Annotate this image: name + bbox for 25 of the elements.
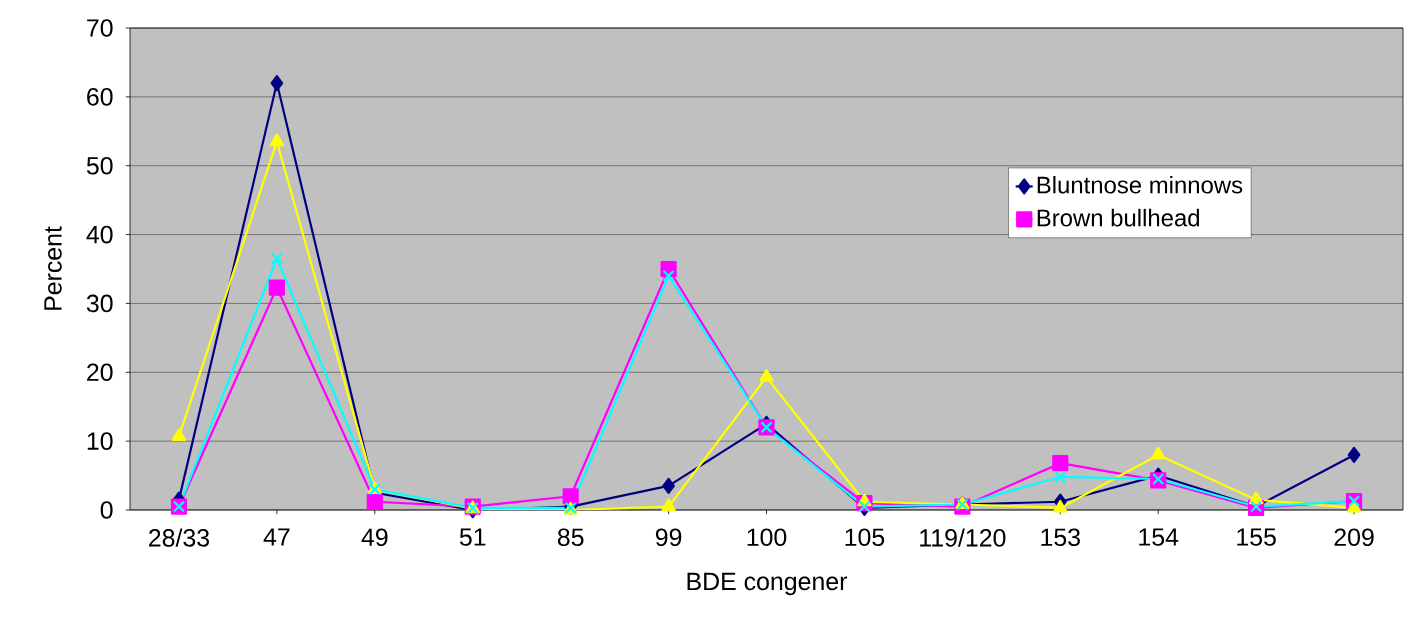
x-tick-label: 155 <box>1237 528 1276 546</box>
x-tick-label: 105 <box>845 528 885 547</box>
x-tick-label: 28/33 <box>149 528 210 547</box>
y-tick-label: 10 <box>87 432 113 450</box>
legend-label: Bluntnose minnows <box>1037 175 1243 194</box>
x-tick-label: 51 <box>459 528 486 546</box>
x-tick-label: 85 <box>557 528 584 547</box>
y-axis-title: Percent <box>44 226 62 310</box>
y-tick-label: 60 <box>87 88 113 106</box>
x-tick-label: 47 <box>263 528 290 546</box>
x-tick-label: 209 <box>1334 528 1374 547</box>
y-tick-label: 50 <box>86 156 113 175</box>
y-tick-label: 0 <box>100 501 113 519</box>
y-tick-label: 20 <box>87 363 113 382</box>
x-tick-label: 154 <box>1139 528 1179 546</box>
x-tick-label: 153 <box>1041 528 1080 547</box>
x-tick-label: 99 <box>655 528 682 547</box>
y-tick-label: 40 <box>86 225 113 244</box>
x-tick-label: 49 <box>361 528 388 547</box>
legend-label: Brown bullhead <box>1037 208 1199 227</box>
y-tick-label: 70 <box>87 19 113 37</box>
x-tick-label: 119/120 <box>920 528 1006 547</box>
x-tick-label: 100 <box>747 528 787 547</box>
x-axis-title: BDE congener <box>687 572 848 596</box>
y-tick-label: 30 <box>86 294 113 313</box>
